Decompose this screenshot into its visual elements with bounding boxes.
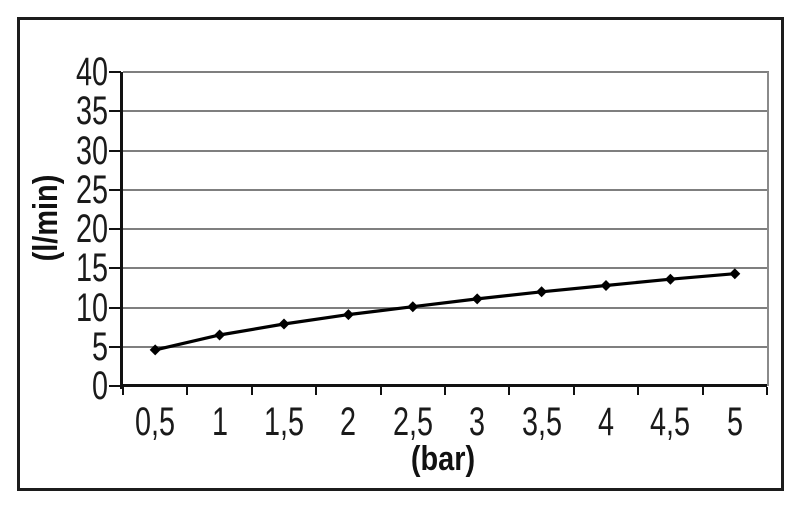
x-tick — [315, 387, 318, 395]
y-tick — [109, 267, 121, 270]
x-tick-label: 2,5 — [392, 400, 433, 444]
data-point-marker — [278, 318, 290, 330]
gridline — [123, 345, 769, 348]
data-point-marker — [664, 273, 676, 285]
y-tick — [109, 228, 121, 230]
y-tick-label: 40 — [75, 50, 108, 94]
x-axis-title: (bar) — [410, 439, 476, 478]
x-tick — [444, 387, 446, 395]
x-tick-label: 4,5 — [650, 400, 691, 444]
plot-area — [123, 71, 769, 386]
x-tick-label: 2 — [340, 400, 357, 444]
y-tick — [109, 385, 121, 387]
x-tick — [508, 387, 511, 395]
data-point-marker — [149, 344, 161, 356]
gridline — [123, 228, 769, 230]
y-tick — [109, 71, 121, 73]
flow-line-series — [149, 268, 741, 356]
gridline — [123, 267, 769, 270]
x-tick — [186, 387, 189, 395]
x-axis-line — [120, 384, 767, 387]
x-tick-label: 5 — [726, 400, 743, 444]
y-tick-label: 30 — [75, 128, 108, 173]
data-point-marker — [342, 309, 354, 321]
data-point-marker — [600, 280, 612, 292]
plot-right-border — [767, 72, 769, 386]
y-tick — [109, 188, 121, 191]
gridline — [123, 149, 769, 152]
data-point-marker — [729, 268, 741, 280]
x-tick — [766, 387, 768, 395]
x-tick — [379, 387, 382, 395]
y-tick-label: 10 — [75, 285, 108, 330]
data-point-marker — [536, 286, 548, 298]
y-tick — [109, 149, 121, 152]
x-tick-label: 0,5 — [135, 400, 176, 444]
y-tick-label: 0 — [91, 364, 108, 408]
gridline — [123, 306, 769, 309]
x-tick-label: 3 — [469, 400, 486, 444]
x-tick — [637, 387, 640, 395]
data-point-marker — [214, 329, 226, 341]
chart-frame: 0 5 10 15 20 25 30 35 40 0,5 1 1,5 2 2,5 3 3,5 4 4,5 5 (l… — [17, 17, 784, 491]
x-tick-label: 4 — [597, 400, 615, 444]
y-tick — [109, 306, 121, 309]
data-point-marker — [471, 293, 483, 305]
y-tick-label: 35 — [75, 89, 108, 134]
x-tick-label: 3,5 — [521, 400, 562, 444]
y-axis-line — [120, 72, 123, 389]
data-point-marker — [407, 301, 419, 313]
gridline — [123, 71, 769, 73]
x-tick — [250, 387, 253, 395]
gridline — [123, 188, 769, 191]
y-tick-label: 25 — [75, 167, 108, 212]
x-tick — [701, 387, 704, 395]
series-line — [154, 272, 735, 352]
x-tick — [572, 387, 575, 395]
y-tick — [109, 110, 121, 113]
x-tick — [122, 387, 124, 395]
y-axis-title: (l/min) — [26, 174, 65, 262]
y-tick-label: 5 — [91, 324, 108, 369]
x-tick-label: 1,5 — [263, 400, 305, 444]
x-tick-label: 1 — [211, 400, 228, 444]
y-tick — [109, 345, 121, 348]
gridline — [123, 110, 769, 113]
y-tick-label: 20 — [75, 207, 108, 251]
y-tick-label: 15 — [75, 246, 108, 291]
